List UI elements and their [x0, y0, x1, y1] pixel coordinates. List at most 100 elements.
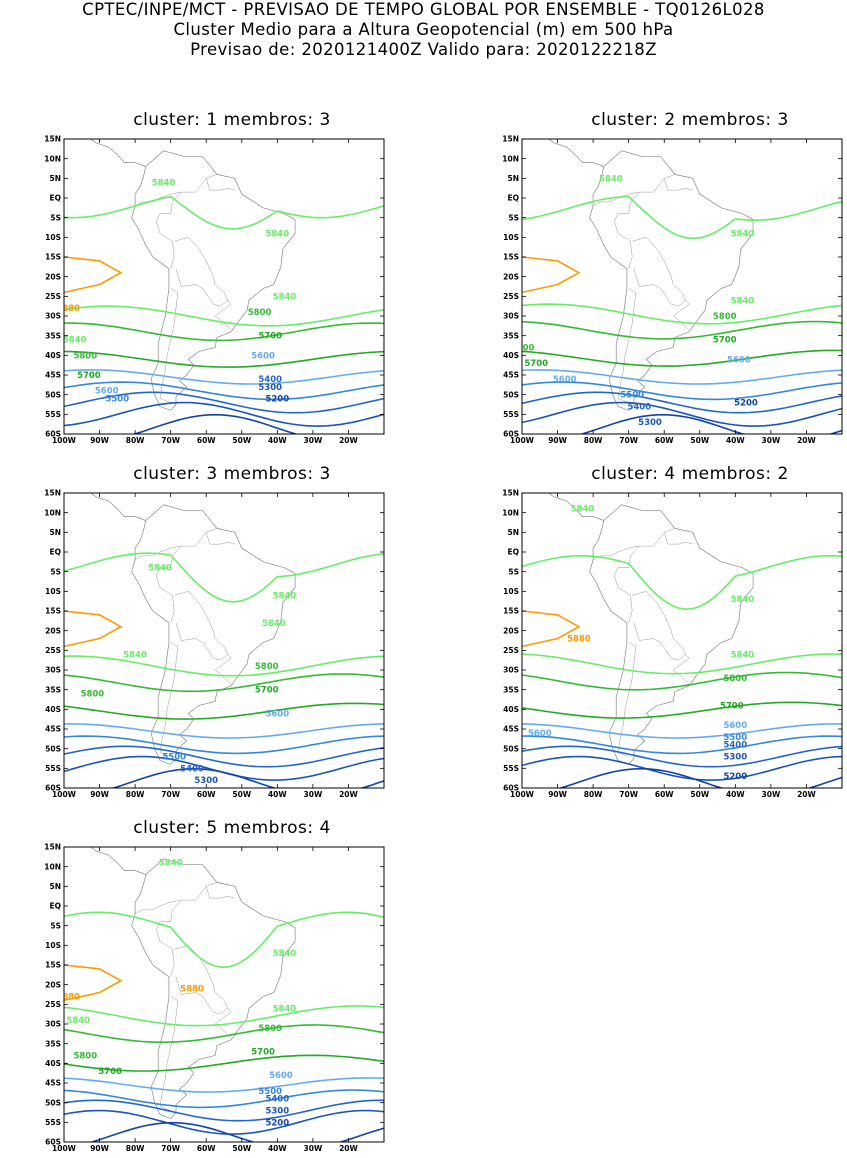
- country-border: [632, 591, 686, 661]
- lat-tick-label: 10N: [44, 508, 61, 517]
- contour-5400: [64, 745, 384, 768]
- contour-label: 5500: [105, 395, 129, 405]
- lon-tick-label: 50W: [232, 790, 251, 799]
- lon-tick-label: 60W: [197, 436, 216, 445]
- lon-tick-label: 30W: [762, 436, 781, 445]
- coastline-south-america: [589, 150, 754, 411]
- lat-tick-label: 10S: [503, 587, 519, 596]
- map-cluster-1: 5840584088058405840580058005700570056005…: [44, 135, 385, 445]
- lat-tick-label: 55S: [45, 410, 61, 419]
- contour-label: 5700: [720, 701, 744, 711]
- lat-tick-label: 20S: [45, 626, 61, 635]
- lon-tick-label: 50W: [690, 436, 709, 445]
- contour-5200: [579, 413, 842, 434]
- contour-5300: [64, 401, 384, 427]
- contour-label: 5700: [713, 336, 737, 346]
- lat-tick-label: 10S: [45, 587, 61, 596]
- country-border: [156, 528, 217, 623]
- contour-label: 5840: [63, 336, 87, 346]
- contour-5400: [64, 1099, 384, 1122]
- country-border: [174, 945, 228, 1015]
- map-frame: [521, 138, 843, 435]
- contour-label: 5700: [524, 359, 548, 369]
- contour-label: 5840: [273, 949, 297, 959]
- lat-tick-label: 15N: [502, 135, 519, 144]
- contour-label: 5840: [571, 505, 595, 515]
- contour-label: 5840: [123, 650, 147, 660]
- contour-5880: [522, 256, 581, 294]
- contour-label: 5300: [194, 776, 218, 786]
- contour-5500: [64, 1089, 384, 1109]
- contour-label: 5400: [180, 764, 204, 774]
- country-border: [205, 178, 235, 191]
- contour-5500: [64, 735, 384, 755]
- lat-tick-label: 10N: [44, 154, 61, 163]
- contour-label: 5800: [248, 308, 272, 318]
- contour-5200: [131, 413, 384, 434]
- country-border: [617, 642, 637, 757]
- panel-title: cluster: 4 membros: 2: [591, 464, 789, 484]
- contour-5700: [522, 349, 842, 367]
- lat-tick-label: 5N: [508, 174, 520, 183]
- cluster-panel-4: cluster: 4 membros: 2 5840 5840 5880 5840 58…: [490, 464, 847, 804]
- lat-tick-label: 15N: [44, 135, 61, 144]
- panel-title: cluster: 2 membros: 3: [591, 110, 789, 130]
- contour-label: 5300: [723, 753, 747, 763]
- lon-tick-label: 90W: [90, 1144, 109, 1153]
- contour-label: 5800: [73, 351, 97, 361]
- contour-label: 5840: [731, 650, 755, 660]
- lon-tick-label: 70W: [161, 1144, 180, 1153]
- contour-5840: [64, 305, 384, 327]
- lon-tick-label: 70W: [619, 436, 638, 445]
- coastline-central-america: [90, 493, 146, 521]
- lat-tick-label: 50S: [503, 390, 519, 399]
- coastline-central-america: [548, 139, 604, 167]
- lon-tick-label: 70W: [161, 790, 180, 799]
- contour-label: 5200: [734, 399, 758, 409]
- country-border: [156, 174, 217, 269]
- lon-tick-label: 60W: [197, 790, 216, 799]
- contour-label: 5880: [567, 635, 591, 645]
- lon-tick-label: 30W: [304, 1144, 323, 1153]
- contour-5500: [522, 381, 842, 401]
- map-area: 5840584088058405840580058005700570056005…: [63, 139, 384, 434]
- lat-tick-label: 60S: [45, 430, 61, 439]
- lat-tick-label: 15N: [44, 843, 61, 852]
- contour-label: 5600: [723, 721, 747, 731]
- contour-label: 5600: [269, 1071, 293, 1081]
- lon-tick-label: 20W: [797, 790, 816, 799]
- lat-tick-label: EQ: [50, 194, 62, 203]
- contour-5400: [522, 391, 842, 414]
- contour-label: 5400: [258, 375, 282, 385]
- lon-tick-label: 60W: [197, 1144, 216, 1153]
- lon-tick-label: 90W: [90, 790, 109, 799]
- contour-5600: [64, 369, 384, 385]
- contour-5800: [522, 320, 842, 340]
- lat-tick-label: 5S: [508, 213, 519, 222]
- lat-tick-label: 5N: [50, 174, 62, 183]
- lat-tick-label: 5N: [508, 528, 520, 537]
- contour-5800: [64, 1024, 384, 1043]
- contour-label: 5800: [713, 312, 737, 322]
- country-border: [614, 174, 675, 269]
- contour-label: 5800: [723, 674, 747, 684]
- contour-5880: [64, 256, 123, 294]
- coastline-south-america: [131, 858, 296, 1119]
- coastline-central-america: [90, 139, 146, 167]
- lon-tick-label: 50W: [232, 436, 251, 445]
- contour-5400: [64, 391, 384, 414]
- contour-5880: [522, 610, 581, 648]
- contour-label: 5200: [265, 1118, 289, 1128]
- contour-5300: [522, 755, 842, 781]
- lat-tick-label: 55S: [503, 764, 519, 773]
- contour-5840: [64, 552, 384, 603]
- contour-label: 5880: [180, 985, 204, 995]
- country-border: [663, 178, 693, 191]
- lat-tick-label: 10N: [44, 862, 61, 871]
- contour-5600: [64, 1077, 384, 1093]
- lat-tick-label: 25S: [45, 292, 61, 301]
- country-border: [214, 1008, 232, 1038]
- lat-tick-label: 5S: [508, 567, 519, 576]
- contour-label: 880: [62, 993, 80, 1003]
